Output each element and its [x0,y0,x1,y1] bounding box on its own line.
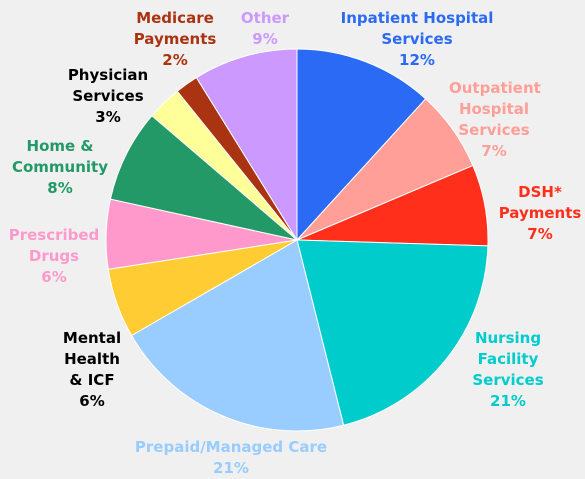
slice-label: Home & Community 8% [10,136,110,199]
slice [195,48,298,242]
value-label: 21% [213,459,249,477]
slice-label: Physician Services 3% [58,65,158,128]
category-name: Mental Health & ICF [62,329,122,389]
slice [109,115,298,241]
slice-label: Nursing Facility Services 21% [468,328,548,412]
slice-label: Prepaid/Managed Care 21% [106,437,356,479]
value-label: 6% [79,392,105,410]
category-name: DSH* Payments [498,183,582,222]
category-name: Nursing Facility Services [472,329,544,389]
slice [296,48,427,242]
slice-label: Medicare Payments 2% [125,8,225,71]
slice-label: Other 9% [235,8,295,50]
slice-label: Prescribed Drugs 6% [4,225,104,288]
slice-label: Outpatient Hospital Services 7% [449,78,541,162]
slice-label: DSH* Payments 7% [495,182,585,245]
category-name: Home & Community [11,137,109,176]
value-label: 9% [252,30,278,48]
category-name: Prepaid/Managed Care [134,438,328,456]
category-name: Outpatient Hospital Services [449,79,541,139]
value-label: 8% [47,179,73,197]
slice [296,239,489,426]
category-name: Physician Services [67,66,149,105]
value-label: 3% [95,108,121,126]
value-label: 12% [399,51,435,69]
slice-label: Inpatient Hospital Services 12% [330,8,505,71]
slice-label: Mental Health & ICF 6% [57,328,127,412]
value-label: 7% [527,225,553,243]
category-name: Inpatient Hospital Services [340,9,494,48]
value-label: 2% [162,51,188,69]
value-label: 21% [490,392,526,410]
value-label: 7% [481,142,507,160]
category-name: Other [240,9,290,27]
value-label: 6% [41,268,67,286]
slice [130,239,345,432]
category-name: Prescribed Drugs [8,226,100,265]
category-name: Medicare Payments [133,9,217,48]
